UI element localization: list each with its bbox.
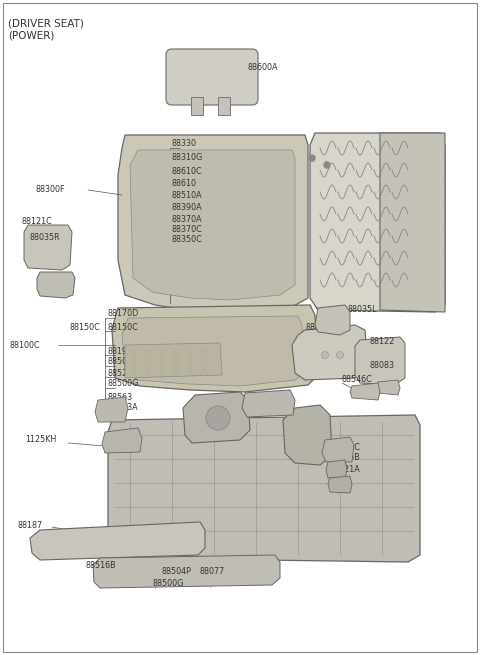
Text: 88500G: 88500G: [107, 358, 138, 367]
Text: 88567C: 88567C: [330, 443, 361, 451]
Text: 88370A: 88370A: [172, 214, 203, 223]
Text: 88330: 88330: [172, 140, 197, 149]
Polygon shape: [24, 225, 72, 270]
Polygon shape: [350, 383, 380, 400]
Polygon shape: [102, 428, 142, 453]
Polygon shape: [328, 476, 352, 493]
Polygon shape: [95, 397, 128, 422]
Polygon shape: [30, 522, 205, 560]
Text: 88350C: 88350C: [172, 236, 203, 244]
Text: 88190: 88190: [107, 346, 132, 356]
Polygon shape: [292, 325, 368, 380]
Text: 88195B: 88195B: [330, 453, 361, 462]
Text: 88500G: 88500G: [107, 379, 138, 388]
Text: 88390A: 88390A: [172, 204, 203, 212]
Circle shape: [324, 162, 330, 168]
Text: 88370C: 88370C: [172, 225, 203, 233]
Polygon shape: [122, 316, 305, 386]
Text: 88510A: 88510A: [250, 394, 281, 403]
Text: 88150C: 88150C: [107, 322, 138, 331]
Polygon shape: [355, 337, 405, 385]
Text: (DRIVER SEAT): (DRIVER SEAT): [8, 18, 84, 28]
Polygon shape: [376, 380, 400, 395]
Polygon shape: [118, 135, 308, 315]
Polygon shape: [108, 415, 420, 562]
Text: 88077: 88077: [200, 567, 225, 576]
Polygon shape: [322, 437, 354, 462]
Polygon shape: [315, 305, 350, 335]
Text: 88610: 88610: [172, 179, 197, 189]
Polygon shape: [326, 460, 347, 478]
Polygon shape: [125, 343, 222, 378]
Text: 88600A: 88600A: [248, 64, 278, 73]
Text: 88170D: 88170D: [107, 310, 138, 318]
Polygon shape: [37, 272, 75, 298]
Circle shape: [309, 155, 315, 161]
Polygon shape: [183, 392, 250, 443]
Polygon shape: [242, 390, 295, 417]
Text: 88504P: 88504P: [162, 567, 192, 576]
Polygon shape: [283, 405, 332, 465]
Text: 88610C: 88610C: [172, 168, 203, 176]
Polygon shape: [93, 555, 280, 588]
Bar: [218, 97, 230, 115]
Text: 88300F: 88300F: [35, 185, 64, 195]
FancyBboxPatch shape: [166, 49, 258, 105]
Text: 88521A: 88521A: [330, 464, 361, 474]
Text: 88150C: 88150C: [70, 324, 101, 333]
Circle shape: [206, 406, 230, 430]
Text: 88500G: 88500G: [152, 580, 184, 588]
Text: 88521A: 88521A: [107, 369, 138, 377]
Polygon shape: [112, 305, 318, 392]
Text: 88516B: 88516B: [85, 561, 116, 571]
Bar: [191, 97, 203, 115]
Text: 88187: 88187: [18, 521, 43, 529]
Text: 88100C: 88100C: [10, 341, 41, 350]
Text: 88570A: 88570A: [306, 322, 337, 331]
Circle shape: [322, 352, 328, 358]
Polygon shape: [380, 133, 445, 312]
Text: 88516C: 88516C: [290, 409, 321, 419]
Text: 88563: 88563: [107, 394, 132, 403]
Text: 88035L: 88035L: [348, 305, 377, 314]
Circle shape: [336, 352, 344, 358]
Text: 88083: 88083: [370, 362, 395, 371]
Text: 88035R: 88035R: [30, 233, 60, 242]
Text: 88122: 88122: [370, 337, 395, 346]
Polygon shape: [130, 150, 295, 300]
Text: 88563A: 88563A: [107, 403, 138, 413]
Text: 1125KH: 1125KH: [25, 436, 56, 445]
Polygon shape: [310, 133, 445, 312]
Text: (POWER): (POWER): [8, 30, 54, 40]
Text: 88546C: 88546C: [342, 375, 373, 384]
Text: 88121C: 88121C: [22, 217, 53, 227]
Text: 88510A: 88510A: [172, 191, 203, 200]
Text: 88310G: 88310G: [172, 153, 203, 162]
